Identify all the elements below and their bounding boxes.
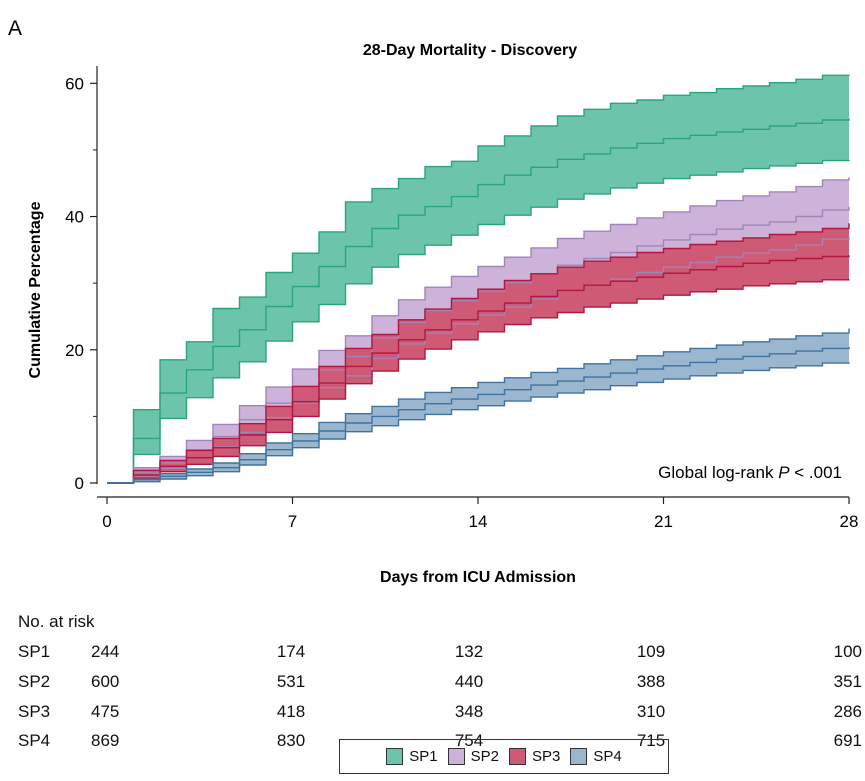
- risk-cell: 600: [91, 672, 120, 691]
- risk-cell: 132: [454, 642, 484, 661]
- risk-cell: 286: [833, 702, 862, 721]
- legend-label: SP3: [532, 748, 561, 765]
- sp1-ci-band: [107, 74, 849, 483]
- risk-cell: 174: [276, 642, 306, 661]
- y-tick-label: 0: [75, 474, 84, 493]
- risk-cell: 715: [636, 731, 666, 750]
- sp1-estimate-line: [107, 118, 850, 484]
- risk-cell: 109: [636, 642, 666, 661]
- sp3-lower-line: [107, 279, 850, 484]
- confidence-bands: [107, 74, 849, 483]
- risk-cell: 244: [91, 642, 120, 661]
- x-tick-label: 0: [102, 512, 111, 531]
- y-tick-label: 60: [65, 74, 84, 93]
- risk-cell: 418: [276, 702, 306, 721]
- risk-cell: 388: [636, 672, 666, 691]
- survival-chart: A 28-Day Mortality - Discovery 0 20 40 60 0 7…: [8, 17, 858, 586]
- risk-cell: 100: [833, 642, 862, 661]
- risk-cell: 869: [91, 731, 120, 750]
- legend-item-sp3: SP3: [509, 748, 560, 765]
- risk-cell: 830: [276, 731, 306, 750]
- legend: SP1 SP2 SP3 SP4: [339, 739, 669, 774]
- x-tick-label: 28: [840, 512, 859, 531]
- log-rank-p: P: [778, 463, 790, 482]
- risk-row-label: SP3: [18, 702, 51, 721]
- legend-swatch: [447, 748, 465, 765]
- risk-table-header: No. at risk: [18, 612, 95, 631]
- legend-label: SP1: [409, 748, 438, 765]
- risk-cell: 691: [833, 731, 862, 750]
- y-tick-label: 20: [65, 341, 84, 360]
- legend-item-sp4: SP4: [570, 748, 622, 765]
- y-axis-label: Cumulative Percentage: [27, 201, 44, 378]
- x-tick-label: 7: [288, 512, 297, 531]
- risk-row-label: SP1: [18, 642, 51, 661]
- legend-item-sp1: SP1: [386, 748, 438, 765]
- x-tick-label: 14: [469, 512, 488, 531]
- risk-row-label: SP2: [18, 672, 51, 691]
- sp2-upper-line: [107, 177, 850, 484]
- sp1-upper-line: [107, 74, 850, 484]
- legend-label: SP4: [593, 748, 622, 765]
- risk-cell: 754: [454, 731, 484, 750]
- risk-row-label: SP4: [18, 731, 51, 750]
- sp1-lower-line: [107, 159, 850, 484]
- legend-swatch: [570, 748, 588, 765]
- risk-cell: 440: [454, 672, 484, 691]
- risk-cell: 310: [636, 702, 666, 721]
- sp4-estimate-line: [107, 347, 850, 484]
- log-rank-prefix: Global log-rank: [658, 463, 778, 482]
- risk-cell: 531: [276, 672, 306, 691]
- x-axis-label: Days from ICU Admission: [380, 569, 576, 586]
- sp3-upper-line: [107, 223, 850, 484]
- risk-cell: 348: [454, 702, 484, 721]
- legend-swatch: [509, 748, 526, 765]
- y-tick-label: 40: [65, 208, 84, 227]
- risk-cell: 475: [91, 702, 120, 721]
- risk-row-sp3: SP3 475 418 348 310 286: [0, 702, 865, 726]
- sp3-estimate-line: [107, 255, 850, 484]
- estimate-lines: [107, 74, 850, 484]
- legend-swatch: [386, 748, 404, 765]
- risk-cell: 351: [833, 672, 862, 691]
- panel-label: A: [8, 17, 22, 40]
- chart-title: 28-Day Mortality - Discovery: [363, 42, 577, 59]
- axes: 0 20 40 60 0 7 14 21 28: [65, 66, 858, 531]
- log-rank-suffix: < .001: [790, 463, 842, 482]
- legend-item-sp2: SP2: [447, 748, 499, 765]
- risk-row-sp4: SP4 869 830 754 715 691: [0, 731, 865, 755]
- x-tick-label: 21: [654, 512, 673, 531]
- risk-row-sp2: SP2 600 531 440 388 351: [0, 672, 865, 696]
- log-rank-annotation: Global log-rank P < .001: [658, 463, 842, 482]
- sp4-lower-line: [107, 362, 850, 484]
- risk-row-sp1: SP1 244 174 132 109 100: [0, 642, 865, 666]
- legend-label: SP2: [470, 748, 499, 765]
